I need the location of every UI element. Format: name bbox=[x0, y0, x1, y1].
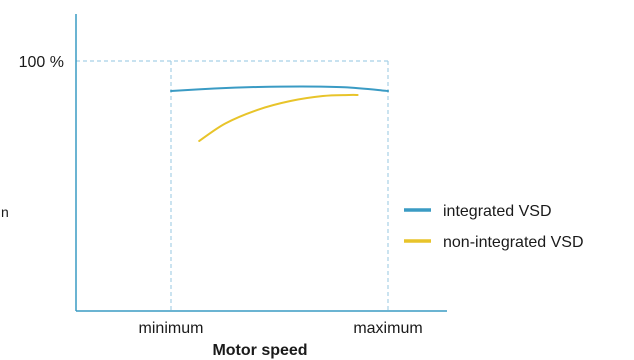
series-line-non-integrated-vsd bbox=[198, 93, 359, 142]
tick-labels: 100 % minimum maximum n bbox=[1, 54, 423, 337]
y-tick-label-100: 100 % bbox=[19, 54, 64, 71]
legend-label-non-integrated-vsd: non-integrated VSD bbox=[443, 234, 584, 251]
y-label-fragment: n bbox=[1, 204, 9, 220]
x-tick-label-maximum: maximum bbox=[353, 320, 422, 337]
series-line-integrated-vsd bbox=[170, 85, 389, 92]
x-tick-label-minimum: minimum bbox=[139, 320, 204, 337]
legend: integrated VSD non-integrated VSD bbox=[404, 203, 584, 251]
legend-label-integrated-vsd: integrated VSD bbox=[443, 203, 552, 220]
x-axis-title: Motor speed bbox=[212, 342, 307, 359]
axes bbox=[75, 14, 447, 312]
series-lines bbox=[170, 85, 389, 142]
reference-lines bbox=[76, 60, 389, 311]
